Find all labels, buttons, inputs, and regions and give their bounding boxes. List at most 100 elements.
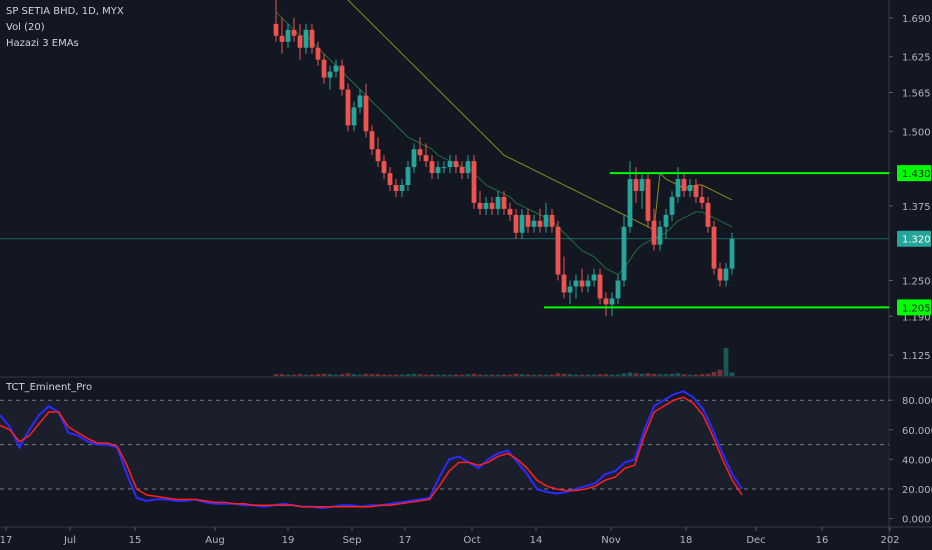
osc-fast-line <box>0 390 743 510</box>
volume-bar <box>651 373 657 376</box>
time-tick-label: 17 <box>399 535 412 546</box>
volume-bar <box>513 373 519 376</box>
volume-bar <box>711 371 717 376</box>
candle-body <box>297 35 303 48</box>
time-tick-label: 19 <box>282 535 295 546</box>
volume-bar <box>717 369 723 376</box>
candle-body <box>381 161 387 174</box>
osc-tick-label: 80.000 <box>902 396 932 407</box>
candle-body <box>351 107 357 126</box>
candle-body <box>591 274 597 281</box>
time-tick-label: Jul <box>63 535 76 546</box>
volume-bar <box>303 374 309 376</box>
volume-bar <box>327 374 333 376</box>
volume-bar <box>309 374 315 376</box>
price-tick-label: 1.500 <box>902 127 931 138</box>
candle-body <box>471 161 477 203</box>
candle-body <box>411 149 417 168</box>
volume-bar <box>345 373 351 376</box>
candle-body <box>453 161 459 168</box>
volume-bar <box>351 374 357 376</box>
candle-body <box>639 179 645 191</box>
osc-tick-label: 40.000 <box>902 455 932 466</box>
candle-body <box>603 298 609 305</box>
volume-bar <box>375 374 381 376</box>
volume-bar <box>435 374 441 376</box>
candle-body <box>447 161 453 168</box>
volume-bar <box>591 374 597 376</box>
volume-bar <box>285 374 291 376</box>
volume-bar <box>453 374 459 376</box>
time-tick-label: 14 <box>530 535 543 546</box>
volume-bar <box>537 374 543 376</box>
volume-bar <box>291 374 297 376</box>
candle-body <box>393 185 399 191</box>
candle-body <box>315 47 321 60</box>
candle-body <box>405 167 411 186</box>
volume-bar <box>477 374 483 376</box>
candle-body <box>657 226 663 245</box>
volume-bar <box>525 374 531 376</box>
volume-bar <box>363 373 369 376</box>
candle-body <box>489 202 495 209</box>
volume-bar <box>585 374 591 376</box>
time-tick-label: 202 <box>880 535 899 546</box>
candle-body <box>651 220 657 245</box>
candle-body <box>609 298 615 305</box>
price-tick-label: 1.125 <box>902 351 931 362</box>
volume-bar <box>459 374 465 376</box>
candle-body <box>597 274 603 299</box>
candle-body <box>399 185 405 191</box>
volume-bar <box>699 374 705 376</box>
time-tick-label: 17 <box>0 535 12 546</box>
candle-body <box>465 161 471 174</box>
volume-bar <box>597 374 603 376</box>
candle-body <box>363 95 369 132</box>
volume-bar <box>405 374 411 376</box>
volume-bar <box>669 373 675 376</box>
candle-body <box>339 65 345 90</box>
price-tick-label: 1.250 <box>902 277 931 288</box>
volume-bar <box>495 374 501 376</box>
volume-bar <box>561 373 567 376</box>
volume-bar <box>507 374 513 376</box>
time-tick-label: Oct <box>463 535 480 546</box>
volume-bar <box>321 373 327 376</box>
candle-body <box>555 226 561 275</box>
candle-body <box>321 59 327 78</box>
candle-body <box>387 173 393 186</box>
volume-bar <box>621 373 627 376</box>
volume-bar <box>393 374 399 376</box>
ema-fast-line <box>275 11 733 276</box>
candle-body <box>375 149 381 162</box>
volume-bar <box>333 374 339 376</box>
candle-body <box>459 167 465 174</box>
volume-bar <box>465 374 471 376</box>
candle-body <box>423 155 429 162</box>
volume-bar <box>339 374 345 376</box>
price-label-text: 1.320 <box>902 235 931 246</box>
volume-bar <box>555 373 561 376</box>
candle-body <box>417 149 423 156</box>
price-label-box <box>897 299 931 316</box>
candle-body <box>549 214 555 227</box>
osc-tick-label: 0.000 <box>902 515 931 526</box>
osc-tick-label: 60.000 <box>902 426 932 437</box>
volume-bar <box>489 374 495 376</box>
candle-body <box>567 286 573 293</box>
volume-bar <box>675 373 681 376</box>
volume-bar <box>531 374 537 376</box>
volume-bar <box>705 373 711 376</box>
candle-body <box>531 220 537 227</box>
candle-body <box>633 179 639 191</box>
volume-bar <box>357 374 363 376</box>
candle-body <box>705 202 711 227</box>
oscillator-legend: TCT_Eminent_Pro <box>6 382 93 393</box>
volume-bar <box>441 374 447 376</box>
candle-body <box>723 268 729 281</box>
volume-bar <box>417 374 423 376</box>
volume-bar <box>579 374 585 376</box>
candle-body <box>543 214 549 227</box>
candle-body <box>477 202 483 209</box>
